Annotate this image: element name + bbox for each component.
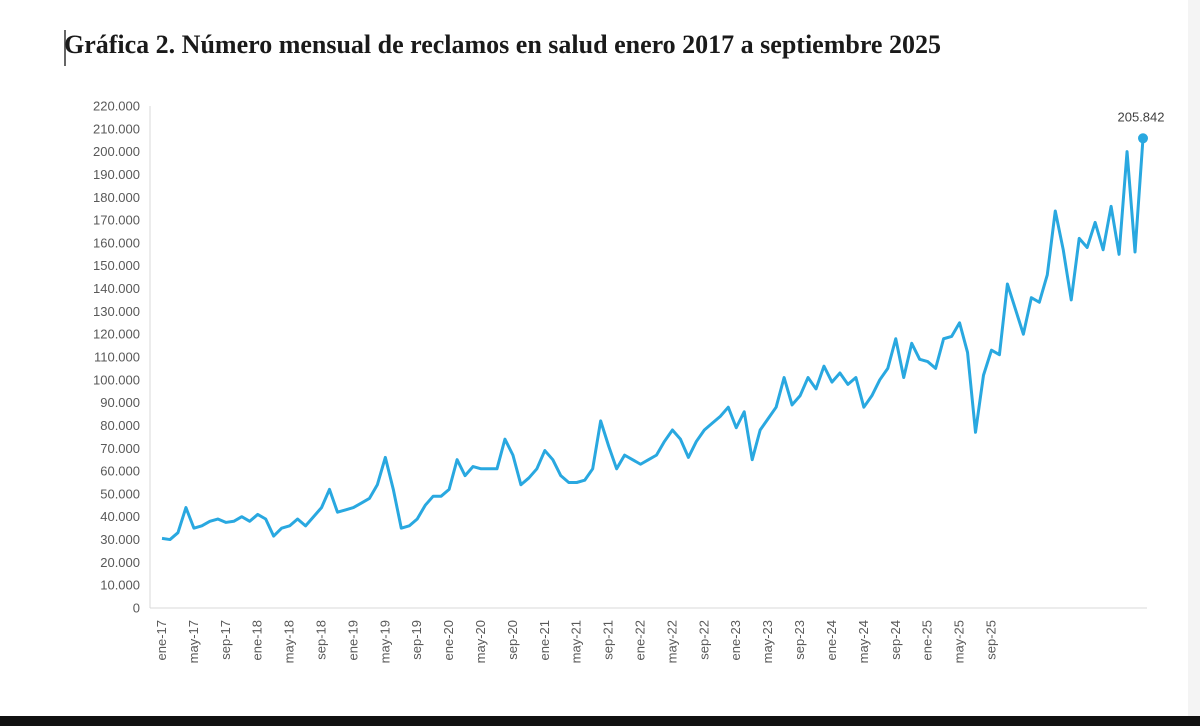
y-tick-label: 200.000	[93, 144, 140, 159]
x-tick-label: ene-17	[154, 620, 169, 660]
x-tick-label: ene-21	[537, 620, 552, 660]
x-tick-label: sep-17	[218, 620, 233, 660]
y-tick-label: 30.000	[100, 532, 140, 547]
y-tick-label: 100.000	[93, 372, 140, 387]
x-tick-label: ene-25	[920, 620, 935, 660]
title-cursor-bar	[64, 30, 66, 66]
x-tick-label: sep-24	[888, 620, 903, 660]
y-tick-label: 60.000	[100, 464, 140, 479]
y-tick-label: 120.000	[93, 327, 140, 342]
series-line	[161, 138, 1145, 542]
y-tick-label: 0	[133, 601, 140, 616]
y-tick-label: 220.000	[93, 99, 140, 114]
y-tick-label: 190.000	[93, 167, 140, 182]
x-tick-label: may-21	[569, 620, 584, 663]
y-tick-label: 130.000	[93, 304, 140, 319]
y-tick-label: 140.000	[93, 281, 140, 296]
x-tick-label: ene-23	[728, 620, 743, 660]
x-tick-label: sep-18	[314, 620, 329, 660]
x-tick-label: sep-25	[983, 620, 998, 660]
x-tick-label: may-18	[282, 620, 297, 663]
x-tick-label: may-19	[377, 620, 392, 663]
series-group: 205.842	[161, 109, 1165, 542]
x-tick-label: sep-22	[696, 620, 711, 660]
x-tick-label: may-17	[186, 620, 201, 663]
y-tick-label: 210.000	[93, 121, 140, 136]
x-tick-label: ene-19	[345, 620, 360, 660]
x-tick-label: may-25	[952, 620, 967, 663]
x-tick-label: may-20	[473, 620, 488, 663]
y-axis: 0 10.000 20.000 30.000 40.000 50.000 60.000 70.…	[93, 99, 151, 616]
y-tick-label: 70.000	[100, 441, 140, 456]
x-tick-label: may-23	[760, 620, 775, 663]
y-tick-label: 80.000	[100, 418, 140, 433]
x-tick-label: sep-21	[601, 620, 616, 660]
y-tick-label: 150.000	[93, 258, 140, 273]
chart-title: Gráfica 2. Número mensual de reclamos en…	[64, 30, 941, 59]
y-tick-label: 170.000	[93, 213, 140, 228]
y-tick-label: 180.000	[93, 190, 140, 205]
last-point-marker	[1138, 133, 1148, 144]
y-tick-label: 40.000	[100, 509, 140, 524]
y-tick-label: 110.000	[94, 350, 140, 365]
x-tick-label: sep-19	[409, 620, 424, 660]
last-point-data-label: 205.842	[1118, 109, 1165, 124]
x-tick-label: may-22	[664, 620, 679, 663]
right-margin-strip	[1188, 0, 1200, 716]
y-tick-label: 90.000	[100, 395, 140, 410]
x-tick-label: may-24	[856, 620, 871, 663]
y-tick-label: 10.000	[100, 578, 140, 593]
x-tick-label: ene-20	[441, 620, 456, 660]
y-tick-label: 20.000	[100, 555, 140, 570]
x-tick-label: ene-22	[633, 620, 648, 660]
bottom-border	[0, 716, 1200, 726]
x-tick-label: ene-18	[250, 620, 265, 660]
x-tick-label: sep-23	[792, 620, 807, 660]
x-tick-label: ene-24	[824, 620, 839, 660]
y-tick-label: 50.000	[100, 486, 140, 501]
x-tick-label: sep-20	[505, 620, 520, 660]
y-tick-label: 160.000	[93, 235, 140, 250]
x-axis: ene-17 may-17 sep-17 ene-18 may-18 sep-18 ene-…	[150, 607, 1147, 663]
